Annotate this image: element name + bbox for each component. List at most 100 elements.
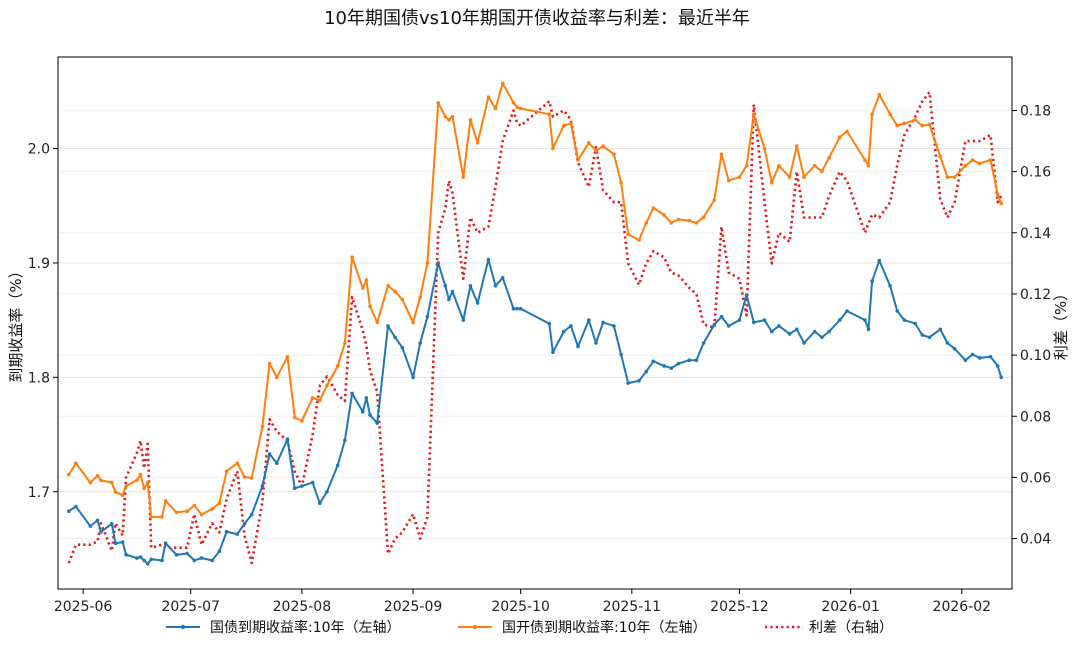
gov-point [576, 344, 580, 349]
y-right-tick-label: 0.14 [1020, 226, 1051, 242]
y-left-tick-label: 1.7 [28, 485, 50, 501]
gov-point [310, 480, 315, 485]
gov-point [163, 541, 168, 545]
x-axis: 2025-06 2025-07 2025-08 2025-09 2025-10 2025-… [54, 589, 991, 615]
gov-point [67, 509, 71, 513]
cdb-point [418, 295, 423, 300]
cdb-point [752, 112, 756, 116]
cdb-point [719, 152, 724, 156]
gov-point [762, 318, 767, 322]
gov-point [701, 341, 706, 345]
cdb-point [977, 161, 982, 166]
gov-point [820, 335, 824, 340]
cdb-point [149, 515, 153, 519]
cdb-point [913, 118, 917, 122]
y-axis-left: 1.7 1.8 1.9 2.0 [28, 142, 58, 501]
gov-point [777, 324, 781, 328]
gov-point [601, 320, 605, 325]
cdb-point [142, 486, 146, 491]
cdb-point [110, 480, 114, 485]
cdb-point [375, 320, 380, 325]
gov-point [99, 530, 103, 534]
gov-point [902, 318, 907, 322]
chart-title: 10年期国债vs10年期国开债收益率与利差：最近半年 [324, 8, 750, 29]
gov-point [827, 329, 831, 334]
gov-point [199, 556, 204, 560]
cdb-point [411, 320, 415, 325]
cdb-point [927, 122, 932, 127]
gov-point [343, 438, 347, 443]
gov-point [712, 322, 717, 327]
gov-point [185, 551, 189, 556]
cdb-point [787, 175, 792, 179]
gov-point [870, 279, 874, 284]
gov-point [812, 329, 817, 334]
gov-point [425, 314, 430, 319]
cdb-point [762, 146, 767, 151]
gov-point [845, 309, 849, 313]
gov-point [877, 258, 882, 263]
gov-point [493, 284, 498, 288]
x-tick-label: 2025-12 [710, 599, 769, 615]
cdb-point [145, 480, 150, 485]
cdb-point [518, 106, 523, 111]
gov-point [400, 345, 405, 350]
cdb-point [694, 221, 699, 225]
gov-point [224, 530, 229, 534]
gov-point [888, 284, 892, 288]
gov-point [651, 359, 656, 364]
cdb-point [551, 146, 555, 151]
gov-point [217, 549, 222, 553]
cdb-point [938, 154, 943, 159]
cdb-point [701, 215, 706, 219]
gov-point [145, 562, 150, 566]
cdb-point [569, 121, 573, 126]
y-axis-right: 0.04 0.06 0.08 0.10 0.12 0.14 0.16 0.18 [1012, 104, 1051, 548]
gov-point [744, 293, 749, 297]
cdb-point [712, 198, 717, 202]
gov-point [325, 490, 329, 494]
cdb-point [820, 169, 824, 174]
gov-point [192, 558, 197, 563]
x-tick-label: 2025-06 [54, 599, 113, 615]
cdb-point [120, 493, 125, 498]
gov-point [267, 452, 272, 456]
cdb-point [838, 135, 842, 139]
cdb-point [461, 175, 466, 179]
cdb-point [587, 141, 591, 145]
grid [58, 110, 1012, 540]
gov-point [443, 284, 448, 288]
gov-point [242, 522, 247, 526]
cdb-point [425, 261, 430, 265]
legend-cdb-marker [472, 624, 478, 630]
cdb-point [687, 218, 691, 223]
gov-point [210, 558, 214, 563]
cdb-point [888, 112, 892, 116]
cdb-point [594, 149, 598, 153]
gov-point [461, 318, 466, 322]
cdb-point [795, 144, 799, 148]
gov-point [500, 276, 505, 280]
cdb-point [113, 490, 118, 494]
cdb-point [676, 217, 681, 222]
gov-point [687, 358, 691, 363]
legend-spread-label: 利差（右轴） [809, 620, 893, 636]
gov-point [518, 306, 523, 311]
gov-point [368, 413, 372, 417]
gov-point [393, 335, 397, 340]
x-tick-label: 2026-02 [933, 599, 992, 615]
gov-point [795, 327, 799, 332]
cdb-point [515, 105, 519, 110]
gov-point [970, 352, 975, 357]
gov-point [260, 484, 265, 488]
gov-point [120, 540, 125, 544]
cdb-point [726, 178, 731, 183]
gov-point [952, 346, 957, 351]
gov-point [988, 355, 993, 359]
gov-point [447, 297, 451, 302]
gov-point [361, 409, 365, 414]
cdb-point [902, 121, 907, 126]
cdb-point [217, 501, 222, 506]
y-axis-left-label: 到期收益率（%） [7, 263, 25, 382]
cdb-point [67, 472, 71, 477]
